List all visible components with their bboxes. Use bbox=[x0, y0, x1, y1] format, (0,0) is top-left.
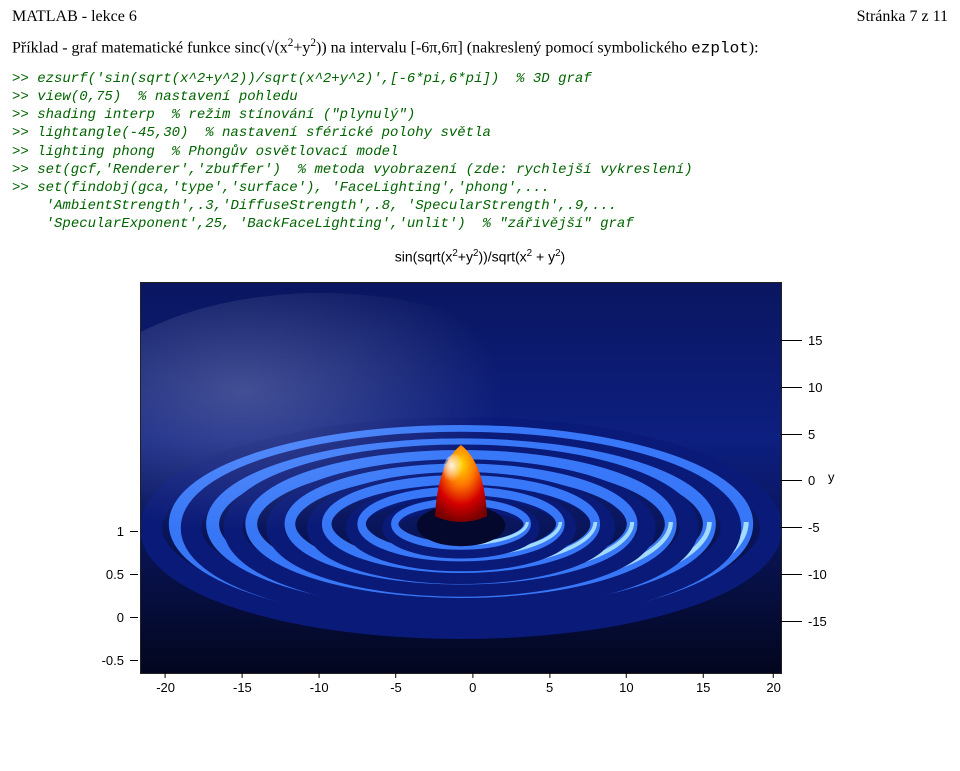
figure-title: sin(sqrt(x2+y2))/sqrt(x2 + y2) bbox=[80, 248, 880, 265]
doc-title: MATLAB - lekce 6 bbox=[12, 8, 137, 26]
x-axis: -20 -15 -10 -5 0 5 10 15 20 bbox=[140, 672, 780, 706]
x-tick: -15 bbox=[233, 672, 252, 695]
x-tick: -10 bbox=[310, 672, 329, 695]
code-word-ezplot: ezplot bbox=[691, 39, 749, 57]
y-axis: y 151050-5-10-15 bbox=[780, 282, 870, 672]
page-number: Stránka 7 z 11 bbox=[857, 8, 948, 26]
surface-plot bbox=[140, 282, 782, 674]
y-tick: 10 bbox=[780, 380, 880, 395]
y-tick: -15 bbox=[780, 614, 880, 629]
x-tick: -5 bbox=[390, 672, 402, 695]
x-tick: 10 bbox=[619, 672, 633, 695]
plot-area: 1 0.5 0 -0.5 y 151050-5-10-15 -20 -15 -10 -5 0 5… bbox=[80, 272, 880, 712]
z-axis: 1 0.5 0 -0.5 bbox=[80, 282, 138, 672]
example-intro: Příklad - graf matematické funkce sinc(√… bbox=[12, 36, 948, 60]
surface-svg bbox=[141, 283, 781, 673]
page-header: MATLAB - lekce 6 Stránka 7 z 11 bbox=[12, 8, 948, 26]
y-tick: 15 bbox=[780, 333, 880, 348]
figure: sin(sqrt(x2+y2))/sqrt(x2 + y2) 1 0.5 0 -0.5… bbox=[80, 248, 880, 713]
x-tick: 5 bbox=[546, 672, 553, 695]
y-tick: -5 bbox=[780, 520, 880, 535]
z-tick: 0 bbox=[78, 610, 138, 625]
z-tick: 0.5 bbox=[78, 567, 138, 582]
x-tick: 20 bbox=[766, 672, 780, 695]
matlab-code-block: >> ezsurf('sin(sqrt(x^2+y^2))/sqrt(x^2+y… bbox=[12, 70, 948, 234]
z-tick: -0.5 bbox=[78, 653, 138, 668]
y-tick: -10 bbox=[780, 567, 880, 582]
y-tick: 5 bbox=[780, 427, 880, 442]
y-tick: 0 bbox=[780, 473, 880, 488]
z-tick: 1 bbox=[78, 524, 138, 539]
x-tick: 0 bbox=[469, 672, 476, 695]
x-tick: -20 bbox=[156, 672, 175, 695]
x-tick: 15 bbox=[696, 672, 710, 695]
